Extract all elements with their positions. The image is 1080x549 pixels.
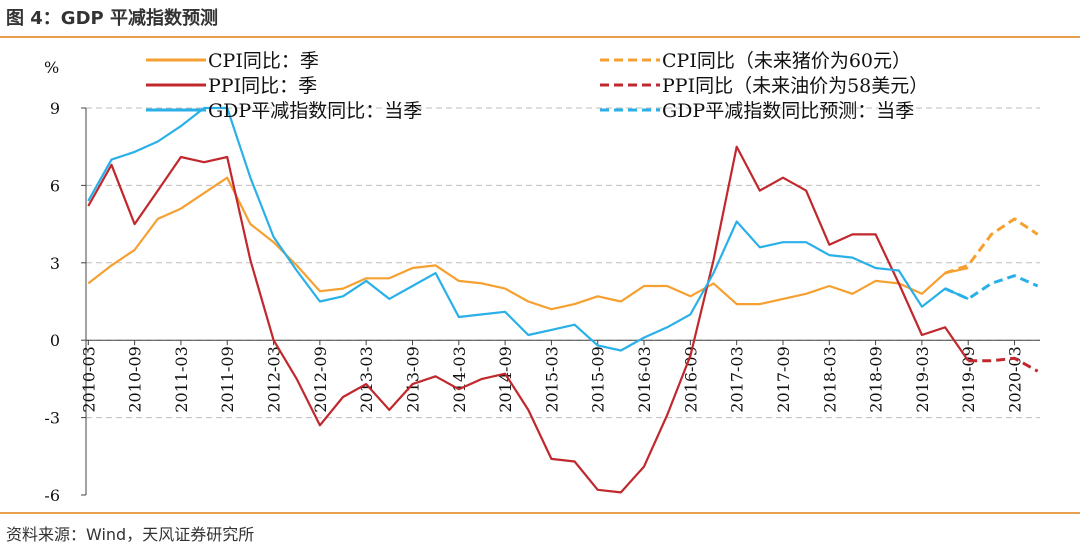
series-line: [87, 176, 969, 311]
x-tick-label: 2016-03: [635, 346, 654, 412]
y-tick-label: -6: [44, 486, 60, 505]
x-tick-label: 2015-09: [589, 346, 608, 412]
series-line: [944, 274, 1039, 301]
x-tick-label: 2019-09: [959, 346, 978, 412]
source-note: 资料来源：Wind，天风证券研究所: [6, 525, 255, 544]
legend-label: GDP平减指数同比：当季: [208, 100, 422, 122]
y-tick-label: 3: [50, 254, 60, 273]
axes: [81, 107, 1040, 496]
x-tick-label: 2018-03: [820, 346, 839, 412]
x-tick-label: 2011-03: [172, 346, 191, 412]
series-line: [968, 356, 1039, 373]
x-tick-label: 2012-09: [311, 346, 330, 412]
x-tick-label: 2010-03: [79, 346, 98, 412]
legend-label: CPI同比：季: [208, 50, 319, 72]
x-tick-label: 2014-09: [496, 346, 515, 412]
series-line: [87, 145, 970, 494]
y-tick-label: -3: [44, 409, 60, 428]
series-line: [944, 217, 1039, 275]
x-tick-labels: 2010-03 2010-09 2011-03 2011-09 2012-03 2012-…: [79, 346, 1024, 412]
y-tick-label: 6: [50, 176, 60, 195]
footer-divider: [0, 512, 1080, 514]
x-tick-label: 2013-09: [403, 346, 422, 412]
x-tick-label: 2011-09: [218, 346, 237, 412]
x-tick-label: 2010-09: [126, 346, 145, 412]
legend-label: GDP平减指数同比预测：当季: [662, 100, 914, 122]
x-tick-label: 2013-03: [357, 346, 376, 412]
y-tick-label: 9: [50, 99, 60, 118]
x-tick-label: 2017-09: [774, 346, 793, 412]
y-tick-labels: 9 6 3 0 -3 -6: [44, 99, 60, 505]
y-axis-unit-label: %: [44, 58, 59, 77]
x-tick-label: 2014-03: [450, 346, 469, 412]
x-tick-label: 2018-09: [867, 346, 886, 412]
x-tick-label: 2012-03: [265, 346, 284, 412]
y-tick-label: 0: [50, 331, 60, 350]
legend-label: PPI同比：季: [208, 75, 317, 97]
legend-label: CPI同比（未来猪价为60元）: [662, 50, 911, 72]
series-lines: [87, 106, 1039, 494]
title-divider: [0, 36, 1080, 38]
x-tick-label: 2019-03: [913, 346, 932, 412]
legend-label: PPI同比（未来油价为58美元）: [662, 75, 928, 97]
chart-title: 图 4：GDP 平减指数预测: [6, 8, 218, 29]
x-tick-label: 2020-03: [1006, 346, 1025, 412]
x-tick-label: 2017-03: [728, 346, 747, 412]
x-tick-label: 2016-09: [681, 346, 700, 412]
legend: CPI同比：季 PPI同比：季 GDP平减指数同比：当季 CPI同比（未来猪价为60元…: [146, 50, 928, 122]
series-line: [87, 106, 969, 352]
x-tick-label: 2015-03: [542, 346, 561, 412]
